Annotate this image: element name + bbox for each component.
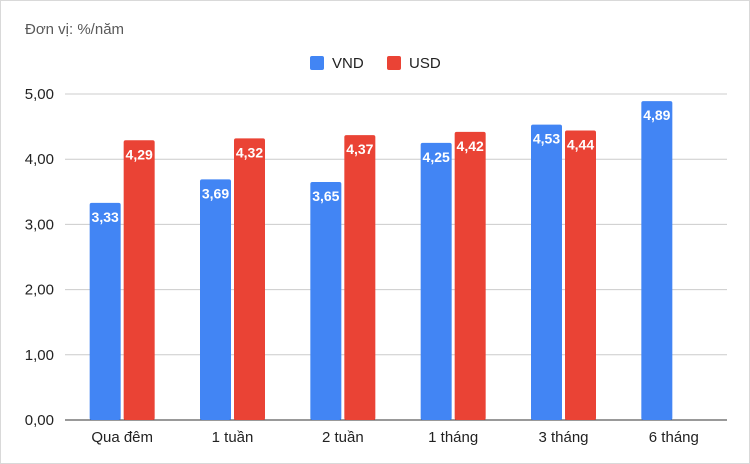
bar-vnd: [89, 202, 121, 420]
data-label: 4,29: [126, 146, 153, 162]
legend-label-vnd: VND: [332, 55, 364, 72]
bar-vnd: [641, 101, 673, 420]
legend: VND USD: [310, 55, 441, 72]
bar-vnd: [200, 179, 231, 420]
x-tick-label: Qua đêm: [91, 429, 153, 446]
data-label: 4,32: [236, 144, 263, 160]
gridlines: [65, 93, 727, 421]
legend-label-usd: USD: [409, 55, 441, 72]
y-tick-label: 1,00: [25, 347, 54, 364]
y-tick-label: 5,00: [25, 86, 54, 103]
x-axis-labels: Qua đêm 1 tuần 2 tuần 1 tháng 3 tháng 6 tháng: [91, 429, 699, 446]
bar-usd: [234, 138, 265, 420]
bar-usd: [123, 140, 155, 421]
bar-usd: [344, 135, 376, 421]
bar-usd: [454, 131, 486, 421]
x-tick-label: 1 tháng: [428, 429, 478, 446]
bar-vnd: [420, 142, 452, 420]
data-label: 4,53: [533, 131, 560, 147]
data-label: 3,69: [202, 185, 229, 201]
bar-usd: [565, 130, 596, 420]
y-tick-label: 0,00: [25, 412, 54, 429]
data-label: 3,65: [312, 188, 339, 204]
data-label: 4,42: [457, 138, 484, 154]
data-label: 4,44: [567, 137, 594, 153]
y-tick-label: 2,00: [25, 282, 54, 299]
data-label: 4,37: [346, 141, 373, 157]
bar-vnd: [310, 182, 342, 420]
data-label: 4,89: [643, 107, 670, 123]
x-tick-label: 1 tuần: [212, 429, 254, 446]
data-label: 4,25: [423, 149, 450, 165]
x-tick-label: 3 tháng: [538, 429, 588, 446]
y-axis-labels: 0,00 1,00 2,00 3,00 4,00 5,00: [25, 86, 54, 429]
bar-vnd: [531, 124, 562, 421]
data-label: 3,33: [92, 209, 119, 225]
unit-label: Đơn vị: %/năm: [25, 21, 125, 38]
x-tick-label: 6 tháng: [649, 429, 699, 446]
y-tick-label: 4,00: [25, 151, 54, 168]
legend-swatch-usd: [387, 56, 401, 70]
y-tick-label: 3,00: [25, 216, 54, 233]
legend-swatch-vnd: [310, 56, 324, 70]
bars: 3,33 4,29 3,69 4,32 3,65 4,37 4,25 4,42 4,53 4,44…: [89, 101, 673, 421]
x-tick-label: 2 tuần: [322, 429, 364, 446]
